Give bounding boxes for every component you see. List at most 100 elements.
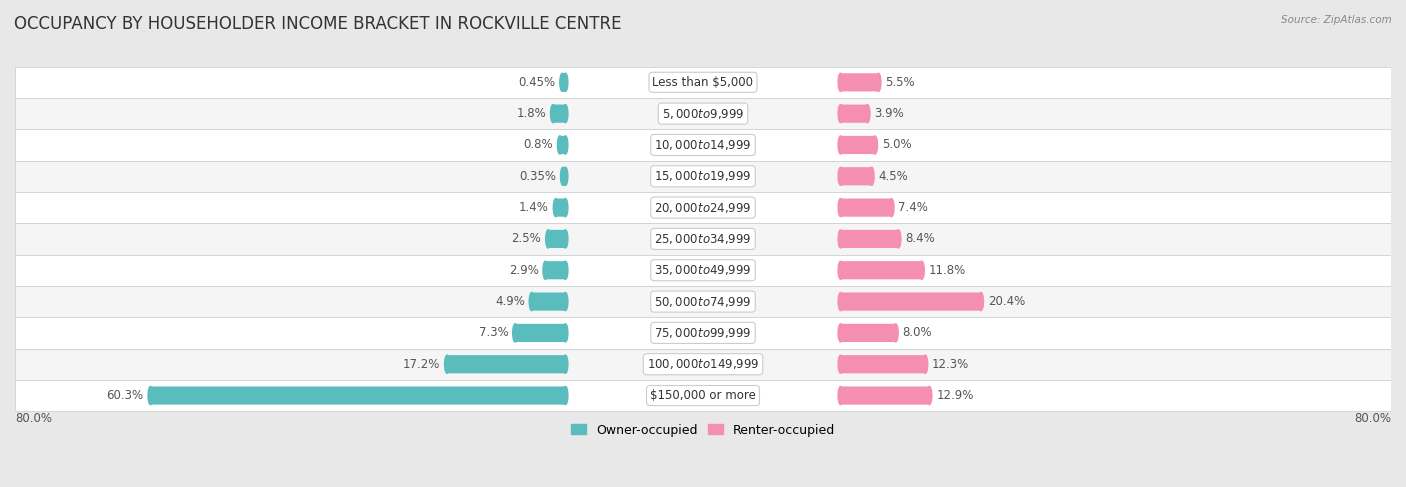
Circle shape xyxy=(562,105,568,123)
Text: 1.4%: 1.4% xyxy=(519,201,548,214)
Circle shape xyxy=(554,199,558,217)
Circle shape xyxy=(562,167,568,186)
Text: 3.9%: 3.9% xyxy=(875,107,904,120)
Circle shape xyxy=(893,324,898,342)
Text: $100,000 to $149,999: $100,000 to $149,999 xyxy=(647,357,759,371)
Text: Less than $5,000: Less than $5,000 xyxy=(652,76,754,89)
FancyBboxPatch shape xyxy=(841,136,875,154)
FancyBboxPatch shape xyxy=(841,167,872,186)
FancyBboxPatch shape xyxy=(15,130,1391,161)
FancyBboxPatch shape xyxy=(841,355,925,374)
Circle shape xyxy=(838,73,844,92)
Circle shape xyxy=(561,167,565,186)
Circle shape xyxy=(838,105,844,123)
Circle shape xyxy=(838,167,844,186)
FancyBboxPatch shape xyxy=(15,161,1391,192)
Text: 5.0%: 5.0% xyxy=(882,138,911,151)
Circle shape xyxy=(838,199,844,217)
Text: $35,000 to $49,999: $35,000 to $49,999 xyxy=(654,263,752,277)
Text: 2.9%: 2.9% xyxy=(509,264,538,277)
Circle shape xyxy=(551,105,555,123)
FancyBboxPatch shape xyxy=(841,324,896,342)
FancyBboxPatch shape xyxy=(15,380,1391,411)
Text: 12.9%: 12.9% xyxy=(936,389,973,402)
Circle shape xyxy=(979,293,983,311)
FancyBboxPatch shape xyxy=(546,261,565,280)
FancyBboxPatch shape xyxy=(841,293,981,311)
Text: $75,000 to $99,999: $75,000 to $99,999 xyxy=(654,326,752,340)
Text: 0.8%: 0.8% xyxy=(523,138,553,151)
Text: 1.8%: 1.8% xyxy=(516,107,546,120)
Text: 80.0%: 80.0% xyxy=(15,412,52,425)
FancyBboxPatch shape xyxy=(447,355,565,374)
Circle shape xyxy=(562,387,568,405)
FancyBboxPatch shape xyxy=(15,67,1391,98)
FancyBboxPatch shape xyxy=(15,98,1391,130)
Text: 0.35%: 0.35% xyxy=(519,170,557,183)
Circle shape xyxy=(838,293,844,311)
Text: 0.45%: 0.45% xyxy=(519,76,555,89)
Circle shape xyxy=(838,261,844,280)
Circle shape xyxy=(562,261,568,280)
FancyBboxPatch shape xyxy=(560,136,565,154)
Circle shape xyxy=(529,293,534,311)
Circle shape xyxy=(838,324,844,342)
FancyBboxPatch shape xyxy=(841,230,898,248)
Circle shape xyxy=(444,355,450,374)
Circle shape xyxy=(148,387,153,405)
Text: 60.3%: 60.3% xyxy=(107,389,143,402)
FancyBboxPatch shape xyxy=(562,167,565,186)
Text: $15,000 to $19,999: $15,000 to $19,999 xyxy=(654,169,752,183)
Circle shape xyxy=(562,355,568,374)
FancyBboxPatch shape xyxy=(15,349,1391,380)
Legend: Owner-occupied, Renter-occupied: Owner-occupied, Renter-occupied xyxy=(567,419,839,442)
Circle shape xyxy=(838,355,844,374)
Text: 20.4%: 20.4% xyxy=(988,295,1025,308)
Circle shape xyxy=(562,324,568,342)
Text: 7.3%: 7.3% xyxy=(478,326,509,339)
FancyBboxPatch shape xyxy=(531,293,565,311)
FancyBboxPatch shape xyxy=(841,261,922,280)
Circle shape xyxy=(546,230,551,248)
Circle shape xyxy=(889,199,894,217)
FancyBboxPatch shape xyxy=(841,73,879,92)
Circle shape xyxy=(876,73,882,92)
FancyBboxPatch shape xyxy=(15,286,1391,317)
Circle shape xyxy=(838,387,844,405)
Text: $5,000 to $9,999: $5,000 to $9,999 xyxy=(662,107,744,121)
Circle shape xyxy=(543,261,548,280)
Circle shape xyxy=(562,199,568,217)
FancyBboxPatch shape xyxy=(553,105,565,123)
Text: 12.3%: 12.3% xyxy=(932,358,969,371)
Circle shape xyxy=(838,136,844,154)
Text: $20,000 to $24,999: $20,000 to $24,999 xyxy=(654,201,752,215)
Circle shape xyxy=(513,324,517,342)
Text: 4.5%: 4.5% xyxy=(879,170,908,183)
Circle shape xyxy=(560,73,565,92)
FancyBboxPatch shape xyxy=(548,230,565,248)
Circle shape xyxy=(896,230,901,248)
FancyBboxPatch shape xyxy=(562,73,565,92)
FancyBboxPatch shape xyxy=(515,324,565,342)
Circle shape xyxy=(865,105,870,123)
Text: 17.2%: 17.2% xyxy=(402,358,440,371)
Text: $50,000 to $74,999: $50,000 to $74,999 xyxy=(654,295,752,309)
Text: $10,000 to $14,999: $10,000 to $14,999 xyxy=(654,138,752,152)
Circle shape xyxy=(557,136,562,154)
Circle shape xyxy=(562,293,568,311)
Text: 11.8%: 11.8% xyxy=(929,264,966,277)
FancyBboxPatch shape xyxy=(555,199,565,217)
Circle shape xyxy=(562,230,568,248)
Text: 8.0%: 8.0% xyxy=(903,326,932,339)
Text: 80.0%: 80.0% xyxy=(1354,412,1391,425)
FancyBboxPatch shape xyxy=(15,317,1391,349)
Circle shape xyxy=(922,355,928,374)
Text: $150,000 or more: $150,000 or more xyxy=(650,389,756,402)
Circle shape xyxy=(927,387,932,405)
FancyBboxPatch shape xyxy=(150,387,565,405)
FancyBboxPatch shape xyxy=(841,105,868,123)
Circle shape xyxy=(838,230,844,248)
Text: OCCUPANCY BY HOUSEHOLDER INCOME BRACKET IN ROCKVILLE CENTRE: OCCUPANCY BY HOUSEHOLDER INCOME BRACKET … xyxy=(14,15,621,33)
Text: Source: ZipAtlas.com: Source: ZipAtlas.com xyxy=(1281,15,1392,25)
Circle shape xyxy=(873,136,877,154)
